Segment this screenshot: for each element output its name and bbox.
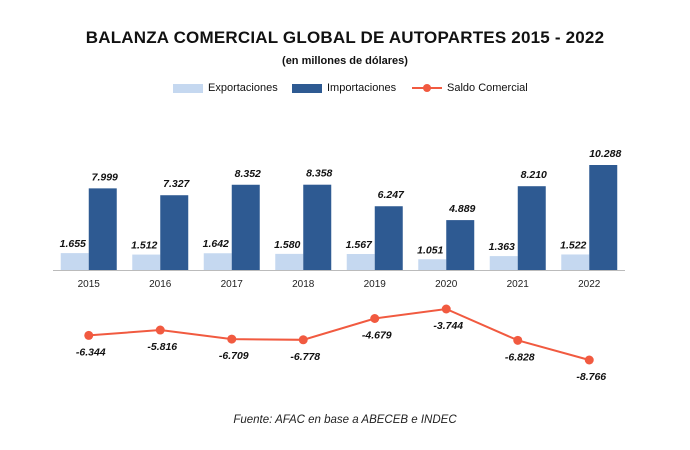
- x-tick-label-2018: 2018: [292, 279, 315, 290]
- x-tick-label-2020: 2020: [435, 279, 458, 290]
- chart-legend: Exportaciones Importaciones Saldo Comerc…: [0, 82, 690, 102]
- data-label-saldo-comercial-2015: -6.344: [76, 346, 106, 358]
- bar-importaciones-2018: [303, 184, 332, 270]
- bar-swatch-dark-blue-icon: [292, 83, 322, 93]
- x-tick-label-2015: 2015: [78, 279, 101, 290]
- data-label-exportaciones-2017: 1.642: [203, 238, 229, 250]
- bar-importaciones-2015: [88, 188, 117, 270]
- bar-exportaciones-2022: [561, 254, 590, 270]
- data-label-saldo-comercial-2019: -4.679: [362, 329, 392, 341]
- bar-importaciones-2019: [374, 206, 403, 270]
- data-label-saldo-comercial-2018: -6.778: [290, 351, 320, 363]
- data-label-importaciones-2017: 8.352: [235, 168, 261, 180]
- data-label-importaciones-2016: 7.327: [163, 178, 190, 190]
- x-tick-label-2021: 2021: [507, 279, 530, 290]
- chart-title: BALANZA COMERCIAL GLOBAL DE AUTOPARTES 2…: [85, 28, 605, 47]
- source-note: Fuente: AFAC en base a ABECEB e INDEC: [233, 414, 457, 426]
- x-tick-label-2022: 2022: [578, 279, 601, 290]
- data-label-exportaciones-2015: 1.655: [60, 238, 86, 250]
- point-saldo-comercial-2019: [370, 313, 380, 323]
- data-label-importaciones-2020: 4.889: [448, 203, 475, 215]
- data-label-saldo-comercial-2016: -5.816: [147, 341, 177, 353]
- x-tick-label-2016: 2016: [149, 279, 172, 290]
- data-label-saldo-comercial-2017: -6.709: [219, 350, 249, 362]
- line-swatch-orange-icon: [412, 83, 442, 93]
- point-saldo-comercial-2021: [513, 335, 523, 345]
- data-label-exportaciones-2022: 1.522: [560, 239, 586, 251]
- x-tick-label-2017: 2017: [221, 279, 244, 290]
- data-label-exportaciones-2021: 1.363: [489, 241, 515, 253]
- bar-exportaciones-2018: [275, 253, 304, 270]
- bar-importaciones-2022: [589, 165, 618, 270]
- legend-item-exportaciones: Exportaciones: [173, 82, 278, 94]
- data-label-exportaciones-2018: 1.580: [274, 239, 300, 251]
- chart-subtitle: (en millones de dólares): [282, 55, 408, 67]
- bar-importaciones-2020: [446, 220, 475, 270]
- bar-exportaciones-2016: [132, 254, 161, 270]
- bar-exportaciones-2019: [346, 254, 375, 270]
- data-label-saldo-comercial-2021: -6.828: [505, 351, 535, 363]
- bar-importaciones-2021: [517, 186, 546, 270]
- legend-item-saldo-comercial: Saldo Comercial: [412, 82, 528, 94]
- data-label-importaciones-2018: 8.358: [306, 168, 332, 180]
- bar-importaciones-2016: [160, 195, 189, 270]
- data-label-exportaciones-2020: 1.051: [417, 244, 443, 256]
- bar-exportaciones-2017: [203, 253, 232, 270]
- bar-importaciones-2017: [231, 184, 260, 270]
- point-saldo-comercial-2020: [441, 304, 451, 314]
- data-label-importaciones-2022: 10.288: [589, 148, 621, 160]
- legend-label-exportaciones: Exportaciones: [208, 82, 278, 94]
- series-line-saldo-comercial: [88, 307, 590, 361]
- point-saldo-comercial-2016: [155, 325, 165, 335]
- point-saldo-comercial-2018: [298, 335, 308, 345]
- bar-exportaciones-2015: [60, 253, 89, 270]
- data-label-importaciones-2021: 8.210: [521, 169, 547, 181]
- legend-label-importaciones: Importaciones: [327, 82, 397, 94]
- data-label-importaciones-2015: 7.999: [92, 171, 118, 183]
- bar-exportaciones-2020: [418, 259, 447, 270]
- x-tick-label-2019: 2019: [364, 279, 387, 290]
- point-saldo-comercial-2017: [227, 334, 237, 344]
- point-saldo-comercial-2015: [84, 330, 94, 340]
- data-label-exportaciones-2019: 1.567: [346, 239, 373, 251]
- data-label-exportaciones-2016: 1.512: [131, 240, 157, 252]
- data-label-saldo-comercial-2022: -8.766: [576, 371, 606, 383]
- legend-label-saldo-comercial: Saldo Comercial: [447, 82, 528, 94]
- data-label-importaciones-2019: 6.247: [378, 189, 405, 201]
- data-label-saldo-comercial-2020: -3.744: [433, 320, 463, 332]
- bar-swatch-light-blue-icon: [173, 83, 203, 93]
- legend-item-importaciones: Importaciones: [292, 82, 396, 94]
- bar-exportaciones-2021: [489, 256, 518, 270]
- point-saldo-comercial-2022: [584, 355, 594, 365]
